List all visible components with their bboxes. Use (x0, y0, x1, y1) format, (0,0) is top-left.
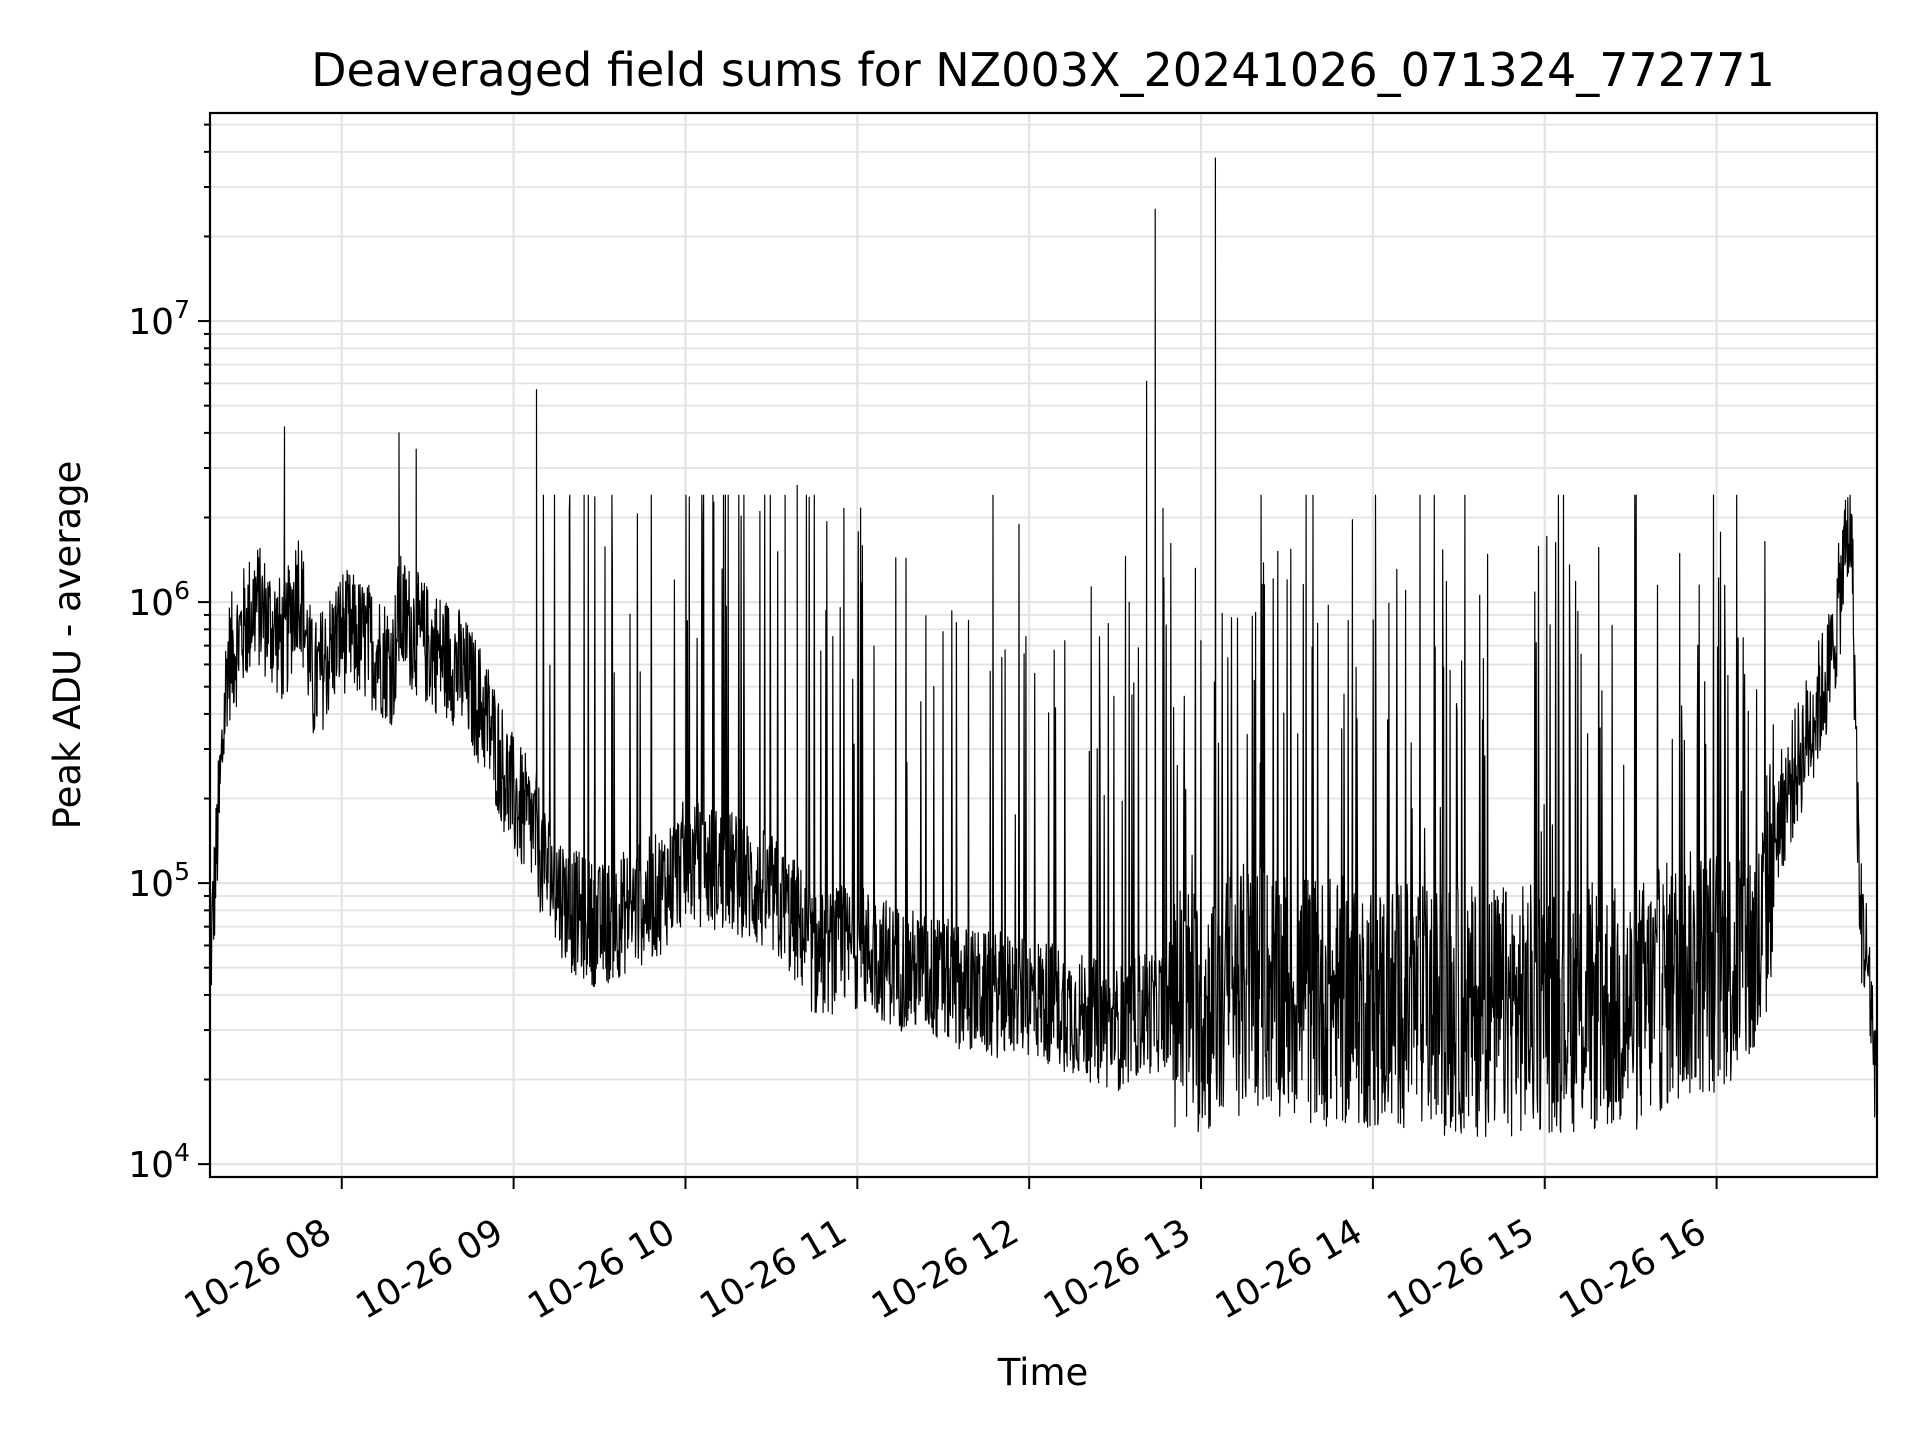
x-axis: 10-26 08 10-26 09 10-26 10 10-26 11 10-26 12… (178, 1177, 1718, 1328)
y-axis: 104 105 106 107 (128, 123, 210, 1186)
y-axis-label: Peak ADU - average (46, 461, 89, 830)
y-tick-label: 107 (128, 295, 190, 343)
chart-title: Deaveraged field sums for NZ003X_2024102… (311, 43, 1775, 97)
y-tick-label: 105 (128, 857, 190, 905)
series-line (209, 157, 1878, 1137)
x-tick-label: 10-26 13 (1037, 1211, 1198, 1327)
x-tick-label: 10-26 09 (349, 1211, 510, 1327)
x-axis-label: Time (997, 1351, 1089, 1394)
x-tick-label: 10-26 15 (1381, 1211, 1542, 1327)
y-tick-label: 104 (128, 1138, 190, 1186)
x-tick-label: 10-26 16 (1552, 1211, 1713, 1327)
x-tick-label: 10-26 10 (521, 1211, 682, 1327)
x-tick-label: 10-26 11 (693, 1211, 854, 1327)
y-tick-label: 106 (128, 576, 190, 624)
x-tick-label: 10-26 12 (865, 1211, 1026, 1327)
x-tick-label: 10-26 14 (1209, 1211, 1370, 1327)
series-layer (209, 157, 1878, 1137)
x-tick-label: 10-26 08 (178, 1211, 339, 1327)
